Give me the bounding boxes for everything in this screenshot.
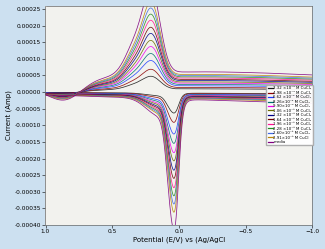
X-axis label: Potential (E/V) vs (Ag/AgCl: Potential (E/V) vs (Ag/AgCl (133, 237, 225, 244)
Legend: 3.32 ×10⁻⁴ M CuCl₂, 4.98 ×10⁻⁴ M CuCl₂, 6.62 ×10⁻⁴ M CuCl₂, 8.26×10⁻⁴ M CuCl₂, 9: 3.32 ×10⁻⁴ M CuCl₂, 4.98 ×10⁻⁴ M CuCl₂, … (266, 85, 313, 145)
Y-axis label: Current (Amp): Current (Amp) (6, 90, 12, 140)
